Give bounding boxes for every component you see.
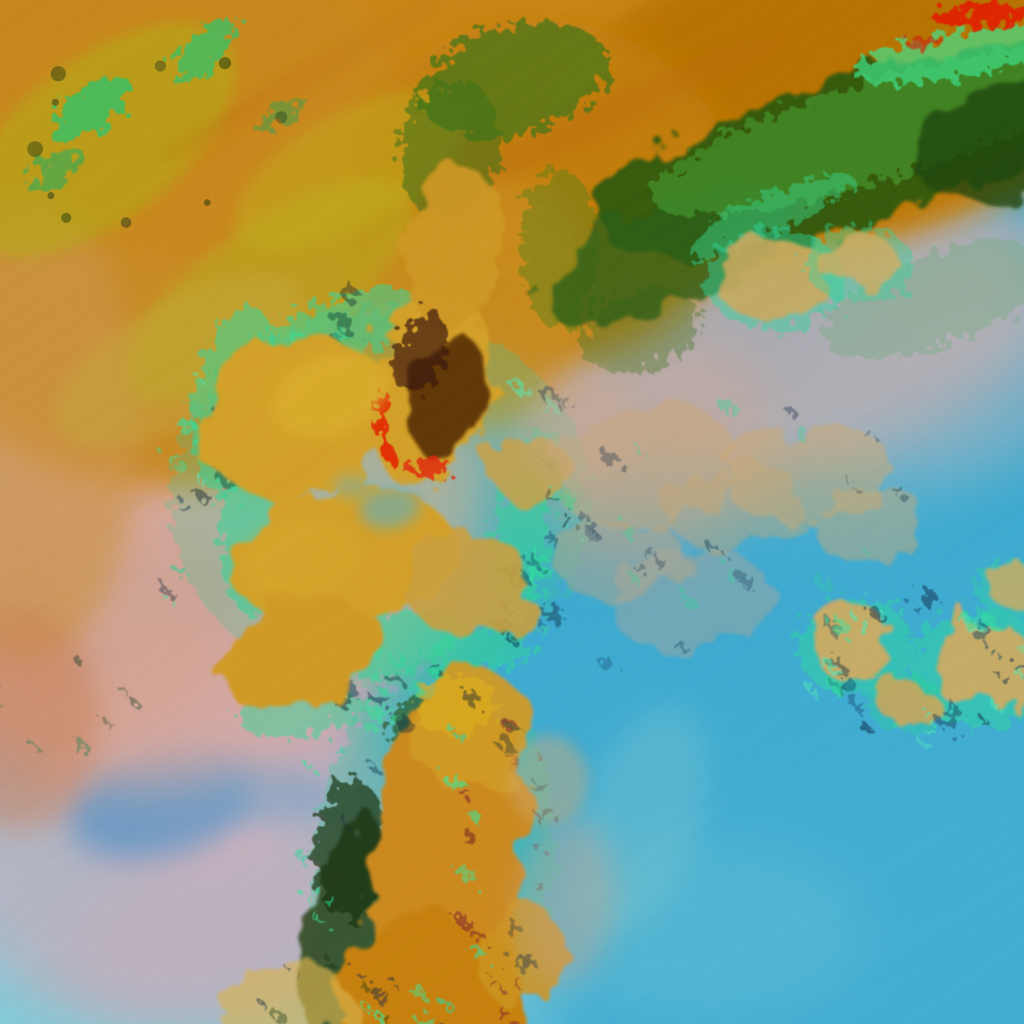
grain-texture: [0, 0, 1024, 1024]
satellite-image: [0, 0, 1024, 1024]
satellite-image-canvas: [0, 0, 1024, 1024]
paint-root: [0, 0, 1024, 1024]
